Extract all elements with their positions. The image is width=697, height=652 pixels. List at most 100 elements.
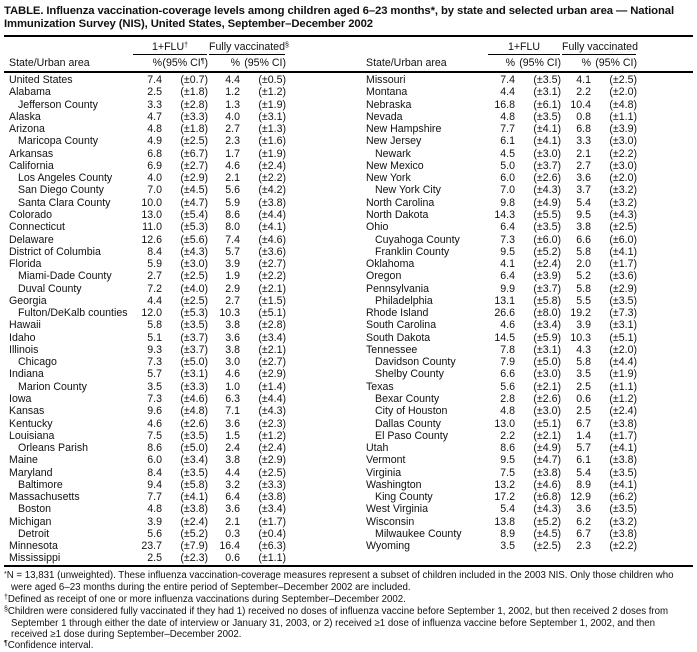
left-table-header: 1+FLU† Fully vaccinated§ State/Urban are… (4, 39, 289, 69)
one-plus-flu-ci: (±5.2) (533, 515, 561, 528)
one-plus-flu-pct: 16.8 (494, 98, 515, 111)
one-plus-flu-pct: 4.4 (500, 86, 515, 99)
one-plus-flu-pct: 7.4 (500, 74, 515, 87)
one-plus-flu-ci: (±4.8) (180, 405, 208, 418)
fully-vaccinated-pct: 9.5 (576, 209, 591, 222)
table-row: Minnesota 23.7 (±7.9) 16.4 (±6.3) (4, 540, 286, 552)
state-name: New Mexico (366, 159, 424, 172)
fully-vaccinated-pct: 3.6 (576, 172, 591, 185)
group-label: 1+FLU (152, 41, 185, 54)
one-plus-flu-ci: (±4.0) (180, 282, 208, 295)
fully-vaccinated-ci: (±6.2) (609, 491, 637, 504)
fully-vaccinated-ci: (±2.3) (258, 417, 286, 430)
one-plus-flu-pct: 4.4 (147, 294, 162, 307)
state-name: Utah (366, 442, 389, 455)
table-row: Franklin County 9.5 (±5.2) 5.8 (±4.1) (361, 246, 637, 258)
table-row: Milwaukee County 8.9 (±4.5) 6.7 (±3.8) (361, 528, 637, 540)
right-table-body: Missouri 7.4 (±3.5) 4.1 (±2.5) Montana 4… (361, 74, 637, 565)
one-plus-flu-ci: (±3.5) (180, 319, 208, 332)
fully-vaccinated-ci: (±2.9) (258, 368, 286, 381)
state-name: Mississippi (9, 552, 61, 565)
state-name: Alabama (9, 86, 51, 99)
fully-vaccinated-pct: 1.2 (225, 86, 240, 99)
fully-vaccinated-pct: 3.8 (576, 221, 591, 234)
fully-vaccinated-ci: (±1.7) (609, 258, 637, 271)
table-row: Santa Clara County 10.0 (±4.7) 5.9 (±3.8… (4, 197, 286, 209)
fully-vaccinated-pct: 5.6 (225, 184, 240, 197)
state-name: Vermont (366, 454, 406, 467)
one-plus-flu-pct: 7.7 (500, 123, 515, 136)
one-plus-flu-pct: 7.0 (500, 184, 515, 197)
fully-vaccinated-pct: 3.9 (576, 319, 591, 332)
one-plus-flu-ci: (±4.1) (533, 123, 561, 136)
fully-vaccinated-pct: 12.9 (570, 491, 591, 504)
one-plus-flu-pct: 2.7 (147, 270, 162, 283)
state-name: New Hampshire (366, 123, 442, 136)
fully-vaccinated-pct: 5.7 (576, 442, 591, 455)
table-row: Orleans Parish 8.6 (±5.0) 2.4 (±2.4) (4, 442, 286, 454)
one-plus-flu-ci: (±4.5) (180, 184, 208, 197)
one-plus-flu-ci: (±5.0) (180, 356, 208, 369)
state-name: Kentucky (9, 417, 53, 430)
one-plus-flu-pct: 14.5 (494, 331, 515, 344)
table-header: 1+FLU† Fully vaccinated§ State/Urban are… (4, 37, 693, 71)
table-row: Chicago 7.3 (±5.0) 3.0 (±2.7) (4, 356, 286, 368)
one-plus-flu-pct: 6.4 (500, 270, 515, 283)
one-plus-flu-ci: (±5.2) (533, 245, 561, 258)
fully-vaccinated-pct: 2.7 (225, 294, 240, 307)
state-name: Wisconsin (366, 515, 415, 528)
fully-vaccinated-ci: (±3.8) (258, 196, 286, 209)
state-name: Fulton/DeKalb counties (18, 307, 128, 320)
fully-vaccinated-ci: (±1.9) (258, 147, 286, 160)
one-plus-flu-ci: (±3.3) (180, 110, 208, 123)
one-plus-flu-pct: 3.3 (147, 98, 162, 111)
footnote: *N = 13,831 (unweighted). These influenz… (4, 570, 693, 593)
table-row: New York City 7.0 (±4.3) 3.7 (±3.2) (361, 184, 637, 196)
state-name: Chicago (18, 356, 57, 369)
table-row: North Dakota 14.3 (±5.5) 9.5 (±4.3) (361, 209, 637, 221)
one-plus-flu-ci: (±2.1) (533, 380, 561, 393)
one-plus-flu-pct: 7.5 (500, 466, 515, 479)
one-plus-flu-ci: (±3.5) (533, 221, 561, 234)
state-name: Colorado (9, 209, 52, 222)
state-name: Franklin County (375, 245, 450, 258)
one-plus-flu-ci: (±5.9) (533, 331, 561, 344)
table-row: Ohio 6.4 (±3.5) 3.8 (±2.5) (361, 221, 637, 233)
one-plus-flu-ci: (±3.1) (533, 86, 561, 99)
state-name: Massachusetts (9, 491, 80, 504)
state-name: Bexar County (375, 393, 440, 405)
fully-vaccinated-pct: 2.7 (576, 159, 591, 172)
one-plus-flu-ci: (±3.1) (533, 343, 561, 356)
one-plus-flu-ci: (±3.0) (533, 405, 561, 418)
table-row: Dallas County 13.0 (±5.1) 6.7 (±3.8) (361, 418, 637, 430)
table-row: Duval County 7.2 (±4.0) 2.9 (±2.1) (4, 283, 286, 295)
fully-vaccinated-pct: 5.2 (576, 270, 591, 283)
state-name: Kansas (9, 405, 45, 418)
fully-vaccinated-ci: (±1.1) (609, 380, 637, 393)
fully-vaccinated-ci: (±3.2) (609, 515, 637, 528)
table-row: Wisconsin 13.8 (±5.2) 6.2 (±3.2) (361, 516, 637, 528)
one-plus-flu-pct: 4.8 (147, 503, 162, 516)
fully-vaccinated-pct: 10.4 (570, 98, 591, 111)
one-plus-flu-pct: 2.5 (147, 552, 162, 565)
one-plus-flu-ci: (±7.9) (180, 540, 208, 553)
table-row: Missouri 7.4 (±3.5) 4.1 (±2.5) (361, 74, 637, 86)
state-name: Dallas County (375, 417, 441, 430)
fully-vaccinated-ci: (±2.1) (258, 282, 286, 295)
state-name: District of Columbia (9, 245, 101, 258)
state-name: Georgia (9, 294, 47, 307)
one-plus-flu-ci: (±2.6) (180, 417, 208, 430)
one-plus-flu-pct: 5.7 (147, 368, 162, 381)
fully-vaccinated-pct: 3.6 (225, 417, 240, 430)
one-plus-flu-pct: 4.5 (500, 147, 515, 160)
fully-vaccinated-pct: 1.5 (225, 429, 240, 442)
fully-vaccinated-pct: 5.8 (576, 245, 591, 258)
fully-vaccinated-ci: (±3.4) (258, 503, 286, 516)
fully-vaccinated-ci: (±3.1) (609, 319, 637, 332)
state-name: North Dakota (366, 209, 429, 222)
one-plus-flu-pct: 14.3 (494, 209, 515, 222)
fully-vaccinated-ci: (±3.0) (609, 135, 637, 148)
fully-vaccinated-ci: (±3.6) (258, 245, 286, 258)
one-plus-flu-ci: (±5.1) (533, 417, 561, 430)
one-plus-flu-ci: (±3.9) (533, 270, 561, 283)
